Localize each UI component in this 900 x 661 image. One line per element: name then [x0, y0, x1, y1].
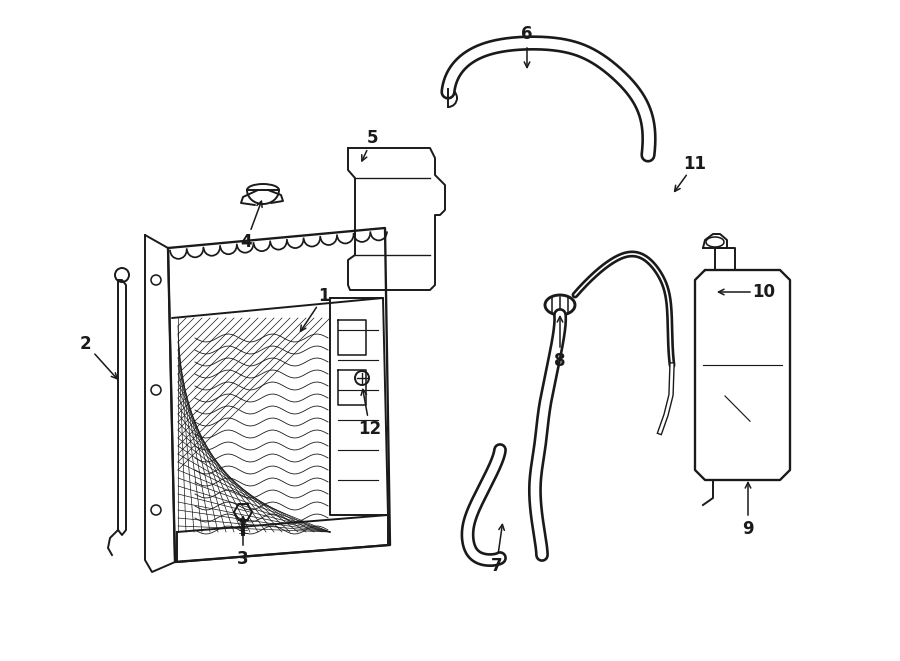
Text: 3: 3 [238, 550, 248, 568]
Text: 7: 7 [491, 557, 502, 575]
Text: 4: 4 [240, 233, 252, 251]
Text: 11: 11 [683, 155, 706, 173]
Text: 2: 2 [80, 335, 92, 353]
Text: 12: 12 [358, 420, 382, 438]
Text: 1: 1 [319, 287, 330, 305]
Text: 9: 9 [742, 520, 754, 538]
Text: 5: 5 [367, 129, 378, 147]
Text: 8: 8 [554, 352, 566, 370]
Text: 6: 6 [521, 25, 533, 43]
Text: 10: 10 [752, 283, 776, 301]
